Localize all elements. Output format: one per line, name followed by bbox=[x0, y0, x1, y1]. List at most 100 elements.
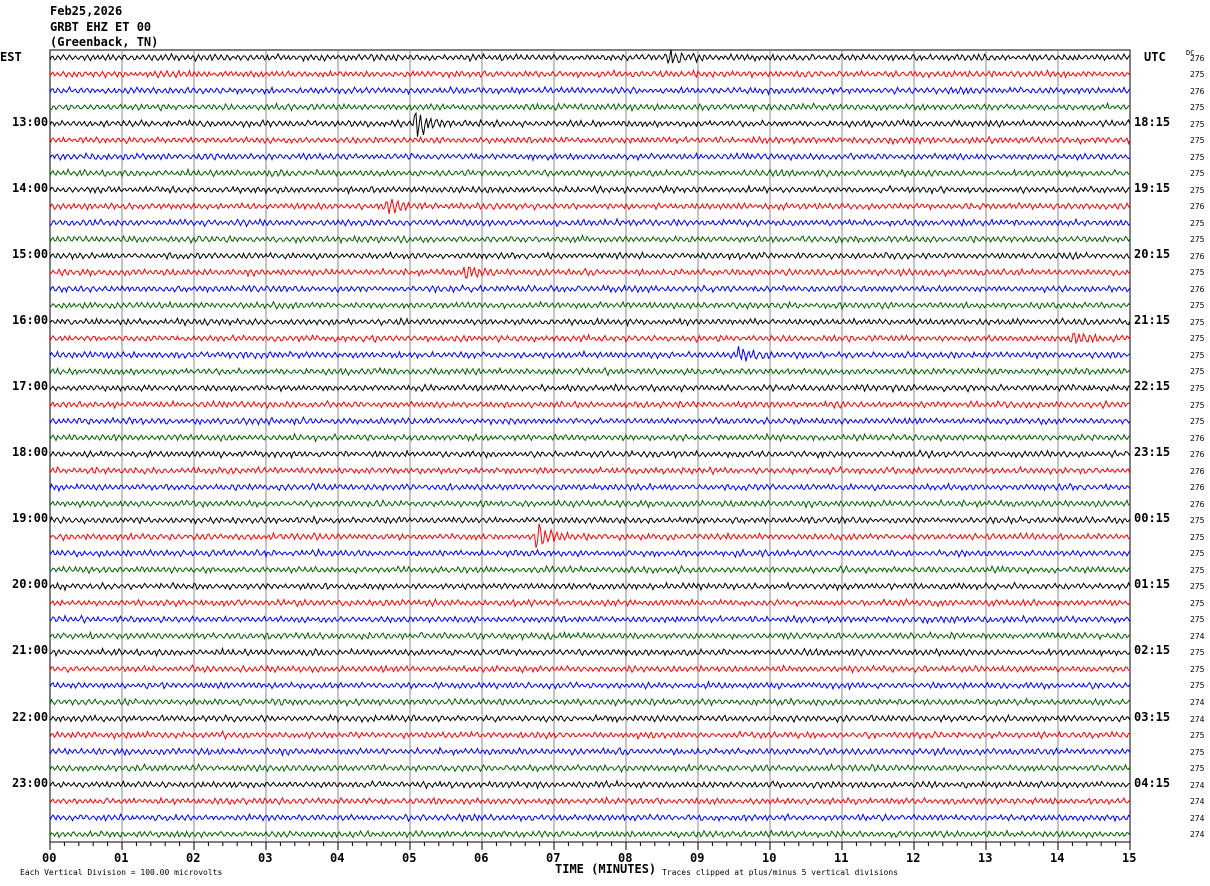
dc-value: 276 bbox=[1190, 499, 1205, 509]
x-tick-label: 00 bbox=[42, 851, 57, 865]
x-tick-label: 15 bbox=[1122, 851, 1137, 865]
dc-value: 274 bbox=[1190, 797, 1205, 807]
seismic-trace bbox=[49, 713, 1131, 724]
seismic-trace bbox=[49, 111, 1131, 137]
seismic-trace bbox=[49, 646, 1131, 658]
right-time-label: 21:15 bbox=[1134, 312, 1171, 327]
dc-value: 275 bbox=[1190, 169, 1205, 179]
seismic-trace bbox=[49, 597, 1131, 608]
seismic-trace bbox=[49, 151, 1131, 162]
dc-value: 275 bbox=[1190, 764, 1205, 774]
dc-value: 275 bbox=[1190, 317, 1205, 327]
left-time-label: 16:00 bbox=[12, 312, 49, 327]
seismic-trace bbox=[49, 316, 1131, 328]
dc-value: 275 bbox=[1190, 532, 1205, 542]
dc-value: 274 bbox=[1190, 780, 1205, 790]
dc-value: 275 bbox=[1190, 301, 1205, 311]
dc-value: 275 bbox=[1190, 681, 1205, 691]
left-timezone: EST bbox=[0, 50, 22, 64]
dc-value: 276 bbox=[1190, 433, 1205, 443]
dc-value: 276 bbox=[1190, 284, 1205, 294]
dc-value: 275 bbox=[1190, 119, 1205, 129]
right-time-label: 00:15 bbox=[1134, 511, 1171, 526]
right-time-label: 02:15 bbox=[1134, 643, 1171, 658]
dc-value: 276 bbox=[1190, 86, 1205, 96]
dc-value: 275 bbox=[1190, 136, 1205, 146]
x-axis-title: TIME (MINUTES) bbox=[555, 862, 657, 876]
dc-value: 275 bbox=[1190, 152, 1205, 162]
dc-value: 275 bbox=[1190, 350, 1205, 360]
dc-value: 275 bbox=[1190, 185, 1205, 195]
left-time-label: 19:00 bbox=[12, 511, 49, 526]
left-time-label: 17:00 bbox=[12, 379, 49, 393]
seismic-trace bbox=[49, 198, 1131, 214]
seismic-trace bbox=[49, 101, 1131, 113]
seismic-trace bbox=[49, 167, 1131, 179]
dc-value: 274 bbox=[1190, 714, 1205, 724]
left-time-label: 15:00 bbox=[12, 246, 49, 261]
dc-value: 275 bbox=[1190, 235, 1205, 245]
dc-value: 275 bbox=[1190, 565, 1205, 575]
dc-value: 274 bbox=[1190, 697, 1205, 707]
dc-value: 274 bbox=[1190, 813, 1205, 823]
dc-value: 275 bbox=[1190, 664, 1205, 674]
left-time-label: 18:00 bbox=[12, 445, 49, 460]
date-label: Feb25,2026 bbox=[50, 4, 123, 18]
dc-value: 275 bbox=[1190, 549, 1205, 559]
seismic-trace bbox=[49, 184, 1131, 196]
left-time-label: 20:00 bbox=[12, 577, 49, 592]
seismic-trace bbox=[49, 234, 1131, 245]
x-tick-label: 02 bbox=[186, 851, 201, 865]
seismic-trace bbox=[49, 266, 1131, 279]
x-tick-label: 10 bbox=[762, 851, 777, 865]
location-label: (Greenback, TN) bbox=[50, 35, 159, 49]
seismic-trace bbox=[49, 581, 1131, 592]
seismic-trace bbox=[49, 300, 1131, 311]
seismic-trace bbox=[49, 746, 1131, 758]
seismic-trace bbox=[49, 366, 1131, 377]
x-tick-label: 04 bbox=[330, 851, 345, 865]
left-time-label: 21:00 bbox=[12, 643, 49, 658]
seismic-trace bbox=[49, 432, 1131, 443]
seismic-trace bbox=[49, 796, 1131, 806]
seismic-trace bbox=[49, 630, 1131, 642]
dc-value: 275 bbox=[1190, 268, 1205, 278]
dc-value: 274 bbox=[1190, 631, 1205, 641]
left-time-label: 13:00 bbox=[12, 114, 49, 129]
x-tick-label: 03 bbox=[258, 851, 273, 865]
scale-note: Each Vertical Division = 100.00 microvol… bbox=[20, 868, 223, 877]
dc-value: 276 bbox=[1190, 53, 1205, 63]
seismic-trace bbox=[49, 812, 1131, 823]
dc-value: 275 bbox=[1190, 516, 1205, 526]
dc-value: 275 bbox=[1190, 747, 1205, 757]
x-tick-label: 14 bbox=[1050, 851, 1065, 865]
seismic-trace bbox=[49, 250, 1131, 261]
dc-value: 275 bbox=[1190, 731, 1205, 741]
dc-value: 275 bbox=[1190, 598, 1205, 608]
seismic-trace bbox=[49, 415, 1131, 427]
right-time-label: 18:15 bbox=[1134, 114, 1171, 129]
dc-value: 275 bbox=[1190, 70, 1205, 80]
right-time-label: 20:15 bbox=[1134, 246, 1171, 261]
dc-value: 276 bbox=[1190, 251, 1205, 261]
right-time-label: 22:15 bbox=[1134, 379, 1171, 393]
dc-value: 274 bbox=[1190, 830, 1205, 840]
seismic-trace bbox=[49, 829, 1131, 839]
dc-label: DC bbox=[1186, 49, 1195, 57]
dc-value: 276 bbox=[1190, 466, 1205, 476]
right-time-label: 23:15 bbox=[1134, 445, 1171, 460]
seismic-trace bbox=[49, 498, 1131, 510]
seismic-trace bbox=[49, 135, 1131, 146]
seismic-trace bbox=[49, 564, 1131, 575]
dc-value: 275 bbox=[1190, 218, 1205, 228]
dc-value: 276 bbox=[1190, 483, 1205, 493]
seismic-trace bbox=[49, 332, 1131, 345]
x-tick-label: 12 bbox=[906, 851, 921, 865]
x-tick-label: 06 bbox=[474, 851, 489, 865]
dc-value: 275 bbox=[1190, 367, 1205, 377]
dc-value: 275 bbox=[1190, 400, 1205, 410]
seismic-trace bbox=[49, 68, 1131, 79]
seismic-trace bbox=[49, 346, 1131, 362]
x-tick-label: 08 bbox=[618, 851, 633, 865]
